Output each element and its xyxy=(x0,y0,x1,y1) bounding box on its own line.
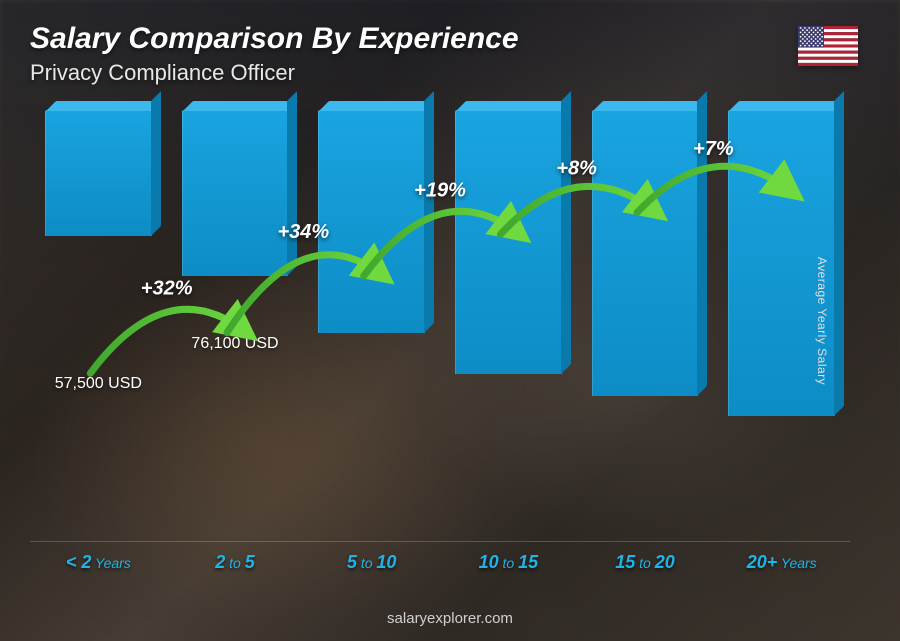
x-axis-label: 2 to 5 xyxy=(167,542,304,581)
svg-text:+7%: +7% xyxy=(693,138,734,160)
x-axis-label: 15 to 20 xyxy=(577,542,714,581)
footer-attribution: salaryexplorer.com xyxy=(0,610,900,627)
bar-chart: 57,500 USD76,100 USD102,000 USD121,000 U… xyxy=(30,110,850,581)
x-axis-label: 10 to 15 xyxy=(440,542,577,581)
x-axis-labels: < 2 Years2 to 55 to 1010 to 1515 to 2020… xyxy=(30,541,850,581)
page-title: Salary Comparison By Experience xyxy=(30,22,870,56)
x-axis-label: < 2 Years xyxy=(30,542,167,581)
y-axis-label: Average Yearly Salary xyxy=(815,256,829,384)
pct-change-arc: +7% xyxy=(30,110,850,541)
usa-flag-icon xyxy=(798,26,858,66)
page-subtitle: Privacy Compliance Officer xyxy=(30,60,870,86)
x-axis-label: 20+ Years xyxy=(713,542,850,581)
header: Salary Comparison By Experience Privacy … xyxy=(30,22,870,86)
x-axis-label: 5 to 10 xyxy=(303,542,440,581)
